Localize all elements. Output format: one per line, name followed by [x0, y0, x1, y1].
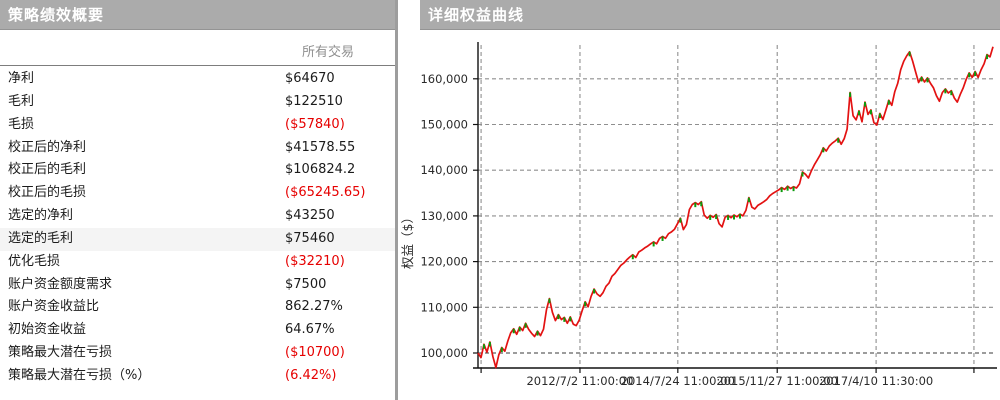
row-label: 毛利	[8, 93, 35, 109]
equity-curve-panel: 100,000 110,000 120,000 130,000 140,000 150,0…	[398, 0, 1000, 400]
row-value: $41578.55	[285, 139, 356, 155]
table-row[interactable]: 策略最大潜在亏损（%） (6.42%)	[0, 365, 395, 388]
y-axis-title: 权益（$）	[400, 211, 415, 269]
row-value: 862.27%	[285, 299, 343, 315]
row-label: 毛损	[8, 116, 35, 132]
row-value: $75460	[285, 230, 335, 246]
table-row[interactable]: 优化毛损 ($32210)	[0, 251, 395, 274]
row-value: ($32210)	[285, 253, 345, 269]
panel-divider[interactable]	[395, 0, 398, 400]
row-value: 64.67%	[285, 322, 335, 338]
row-label: 选定的净利	[8, 208, 74, 224]
row-label: 选定的毛利	[8, 230, 74, 246]
row-label: 策略最大潜在亏损	[8, 345, 113, 361]
row-label: 校正后的毛利	[8, 162, 87, 178]
performance-table-rows: 净利 $64670 毛利 $122510 毛损 ($57840) 校正后的净利 $41578.…	[0, 66, 395, 388]
table-row[interactable]: 毛损 ($57840)	[0, 114, 395, 137]
y-tick-label: 160,000	[420, 72, 468, 86]
table-row[interactable]: 净利 $64670	[0, 68, 395, 91]
table-row[interactable]: 校正后的毛利 $106824.2	[0, 159, 395, 182]
row-value: $122510	[285, 93, 343, 109]
row-label: 校正后的净利	[8, 139, 87, 155]
table-header-divider	[0, 65, 395, 66]
equity-chart-svg: 100,000 110,000 120,000 130,000 140,000 150,0…	[400, 42, 997, 388]
performance-summary-header: 策略绩效概要	[0, 0, 395, 30]
table-row[interactable]: 账户资金额度需求 $7500	[0, 274, 395, 297]
row-label: 策略最大潜在亏损（%）	[8, 367, 151, 383]
y-tick-label: 150,000	[420, 118, 468, 132]
performance-summary-title: 策略绩效概要	[8, 6, 105, 24]
table-row[interactable]: 校正后的毛损 ($65245.65)	[0, 182, 395, 205]
row-value: (6.42%)	[285, 367, 337, 383]
row-value: $7500	[285, 276, 327, 292]
table-row[interactable]: 初始资金收益 64.67%	[0, 319, 395, 342]
table-row[interactable]: 策略最大潜在亏损 ($10700)	[0, 342, 395, 365]
row-label: 优化毛损	[8, 253, 61, 269]
row-label: 校正后的毛损	[8, 185, 87, 201]
table-row[interactable]: 毛利 $122510	[0, 91, 395, 114]
table-row[interactable]: 选定的净利 $43250	[0, 205, 395, 228]
row-value: ($65245.65)	[285, 185, 366, 201]
y-tick-label: 140,000	[420, 163, 468, 177]
x-tick-label: 2012/7/2 11:00:00	[526, 374, 633, 388]
y-tick-label: 120,000	[420, 255, 468, 269]
equity-curve-title: 详细权益曲线	[428, 6, 525, 24]
table-row[interactable]: 校正后的净利 $41578.55	[0, 137, 395, 160]
row-label: 净利	[8, 71, 35, 86]
row-value: $64670	[285, 71, 335, 86]
table-column-header-row: 所有交易	[0, 30, 395, 65]
row-label: 账户资金收益比	[8, 299, 100, 315]
row-value: $106824.2	[285, 162, 356, 178]
row-value: ($57840)	[285, 116, 345, 132]
y-tick-label: 100,000	[420, 346, 468, 360]
x-tick-label: 2014/7/24 11:00:00	[621, 374, 735, 388]
x-tick-label: 2017/4/10 11:30:00	[819, 374, 933, 388]
row-label: 初始资金收益	[8, 322, 87, 338]
row-value: $43250	[285, 208, 335, 224]
row-value: ($10700)	[285, 345, 345, 361]
y-tick-label: 130,000	[420, 209, 468, 223]
row-label: 账户资金额度需求	[8, 276, 113, 292]
y-tick-label: 110,000	[420, 300, 468, 314]
column-header-all-trades: 所有交易	[301, 45, 354, 60]
performance-summary-panel: 策略绩效概要 所有交易 净利 $64670 毛利 $122510 毛损 ($57840) 校…	[0, 0, 395, 400]
table-row[interactable]: 选定的毛利 $75460	[0, 227, 395, 251]
x-tick-label: 2015/11/27 11:00:00	[716, 374, 838, 388]
equity-curve-line	[477, 46, 994, 369]
table-row[interactable]: 账户资金收益比 862.27%	[0, 296, 395, 319]
equity-curve-header: 详细权益曲线	[420, 0, 1000, 30]
